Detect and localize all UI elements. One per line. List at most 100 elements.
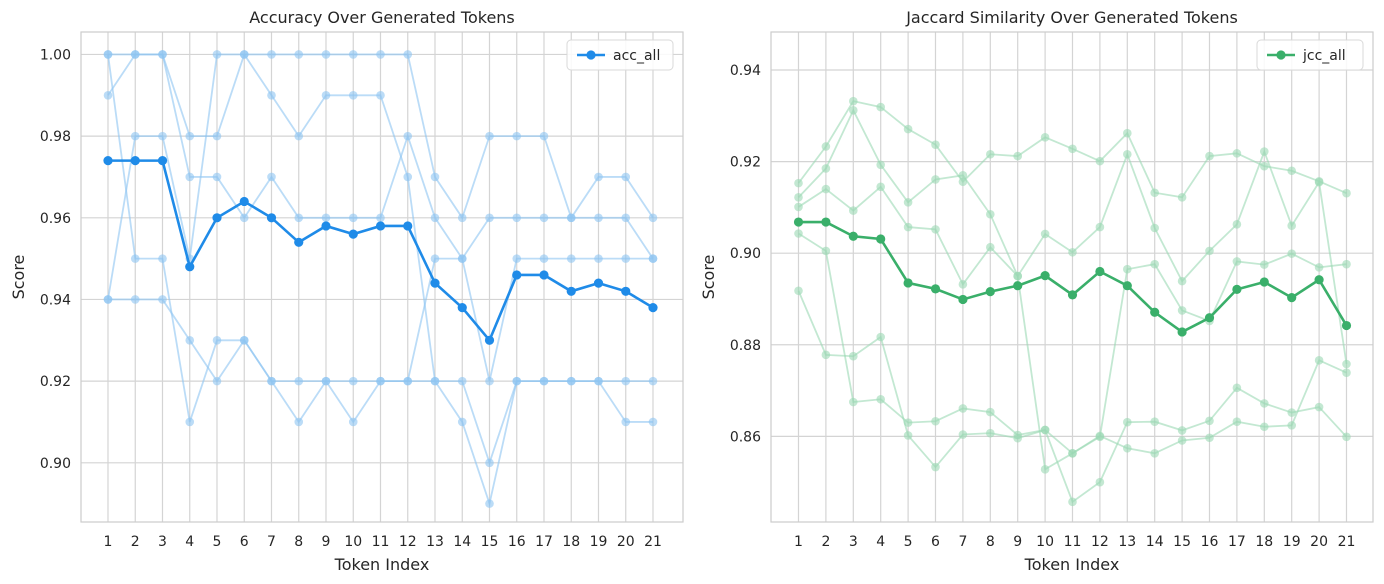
run-point <box>594 254 603 263</box>
run-point <box>294 131 304 141</box>
x-tick-label: 20 <box>617 534 635 550</box>
run-point <box>958 280 968 289</box>
legend-swatch-marker <box>586 50 596 60</box>
run-point <box>1260 399 1269 408</box>
y-axis-label: Score <box>699 255 718 300</box>
x-tick-label: 15 <box>481 534 499 550</box>
series-point <box>348 229 358 239</box>
run-point <box>1150 223 1159 233</box>
run-point <box>986 407 995 417</box>
y-tick-label: 0.92 <box>40 374 71 390</box>
run-point <box>794 202 803 212</box>
run-point <box>485 376 494 386</box>
x-tick-label: 1 <box>104 534 113 550</box>
run-point <box>348 90 358 100</box>
run-point <box>348 213 358 223</box>
series-point <box>185 262 195 272</box>
y-tick-label: 0.88 <box>730 338 761 354</box>
x-tick-label: 6 <box>931 534 940 550</box>
run-point <box>876 332 885 342</box>
run-point <box>1314 402 1324 412</box>
run-point <box>903 431 913 440</box>
run-point <box>512 254 522 263</box>
x-tick-label: 9 <box>322 534 331 550</box>
x-tick-label: 13 <box>1118 534 1136 550</box>
x-tick-label: 2 <box>821 534 830 550</box>
x-tick-label: 11 <box>1064 534 1082 550</box>
series-point <box>1204 313 1215 323</box>
run-point <box>1013 151 1022 161</box>
legend-swatch-marker <box>1276 50 1286 60</box>
run-point <box>430 254 440 263</box>
run-point <box>430 172 440 182</box>
x-tick-label: 5 <box>904 534 913 550</box>
series-point <box>648 303 658 313</box>
run-point <box>1068 497 1077 507</box>
run-point <box>321 213 331 223</box>
run-point <box>103 90 113 100</box>
legend-box <box>1256 39 1364 71</box>
chart-title: Accuracy Over Generated Tokens <box>249 8 515 27</box>
run-point <box>621 254 631 263</box>
y-tick-label: 0.98 <box>40 129 71 145</box>
run-point <box>1095 156 1105 166</box>
run-point <box>821 246 831 256</box>
run-point <box>1232 383 1242 393</box>
run-point <box>594 213 603 223</box>
run-point <box>1177 436 1187 445</box>
x-tick-label: 18 <box>562 534 580 550</box>
run-point <box>931 225 940 234</box>
series-point <box>985 287 995 297</box>
run-point <box>958 430 968 439</box>
run-point <box>821 164 831 173</box>
run-point <box>212 50 222 59</box>
series-point <box>266 213 277 223</box>
run-point <box>1232 257 1242 266</box>
run-point <box>376 50 385 59</box>
run-point <box>539 213 549 223</box>
x-tick-label: 12 <box>1091 534 1109 550</box>
series-point <box>1259 277 1269 287</box>
run-point <box>1040 229 1050 239</box>
run-point <box>158 295 167 304</box>
run-point <box>1068 247 1077 257</box>
x-tick-label: 3 <box>158 534 167 550</box>
plot-frame <box>80 31 684 523</box>
run-point <box>1205 151 1214 161</box>
run-point <box>1287 166 1296 176</box>
run-point <box>621 417 631 427</box>
x-tick-label: 19 <box>1283 534 1301 550</box>
run-point <box>212 131 222 141</box>
series-point <box>457 303 467 313</box>
run-point <box>430 213 440 223</box>
x-tick-label: 16 <box>508 534 526 550</box>
run-point <box>1123 128 1132 138</box>
run-point <box>185 131 195 141</box>
run-point <box>1095 431 1105 441</box>
run-point <box>485 213 494 223</box>
series-point <box>103 156 113 166</box>
run-point <box>539 254 549 263</box>
run-point <box>1205 433 1214 443</box>
run-point <box>1232 417 1242 427</box>
run-point <box>931 175 940 184</box>
x-tick-label: 12 <box>399 534 417 550</box>
run-point <box>566 376 576 386</box>
series-point <box>1013 281 1023 291</box>
run-point <box>403 376 413 386</box>
run-point <box>294 417 304 427</box>
run-point <box>1040 133 1050 142</box>
run-point <box>794 229 803 238</box>
run-point <box>648 376 658 386</box>
run-point <box>1150 188 1159 198</box>
run-point <box>267 50 276 59</box>
x-tick-label: 8 <box>294 534 303 550</box>
y-tick-label: 0.90 <box>40 456 71 472</box>
x-axis-label: Token Index <box>1024 555 1120 574</box>
x-tick-label: 11 <box>372 534 390 550</box>
y-tick-label: 1.00 <box>40 47 71 63</box>
run-point <box>1177 276 1187 286</box>
run-point <box>876 102 885 112</box>
run-point <box>158 254 167 263</box>
